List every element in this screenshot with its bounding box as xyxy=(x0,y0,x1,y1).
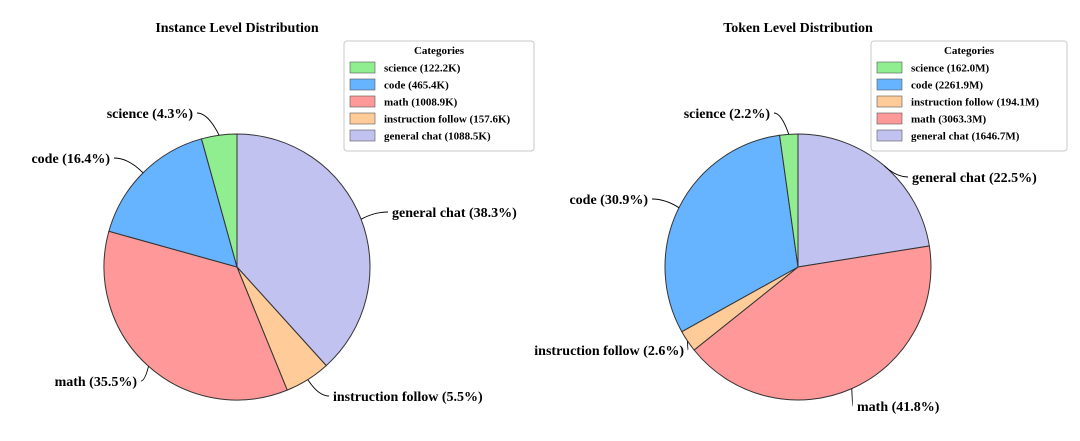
pie-slice-science xyxy=(200,133,238,268)
legend-entry-label: code (465.4K) xyxy=(384,80,449,92)
slice-label-math: math (35.5%) xyxy=(55,375,138,390)
leader-line xyxy=(360,211,389,220)
leader-line xyxy=(140,366,149,382)
leader-line xyxy=(196,112,220,136)
legend-entry-label: general chat (1646.7M) xyxy=(911,131,1020,143)
legend-swatch xyxy=(349,112,376,125)
slice-label-science: science (4.3%) xyxy=(107,107,194,122)
legend: Categories science (162.0M) code (2261.9M)… xyxy=(870,40,1068,152)
legend-swatch xyxy=(876,61,903,74)
legend: Categories science (122.2K) code (465.4K) m… xyxy=(343,40,535,152)
leader-line xyxy=(883,165,909,178)
token-level-pie-chart: Token Level Distribution general chat (2… xyxy=(534,21,1068,415)
leader-line xyxy=(851,388,854,407)
legend-title: Categories xyxy=(944,45,995,57)
slice-label-code: code (30.9%) xyxy=(569,193,648,208)
legend-entry-label: science (122.2K) xyxy=(384,63,461,75)
slice-label-math: math (41.8%) xyxy=(857,400,940,415)
slice-label-code: code (16.4%) xyxy=(31,152,110,167)
legend-box xyxy=(343,40,535,152)
legend-entry-label: math (1008.9K) xyxy=(384,97,458,109)
legend-entry-label: instruction follow (194.1M) xyxy=(911,97,1039,109)
slice-label-general-chat: general chat (22.5%) xyxy=(912,171,1037,186)
pie-slice-code xyxy=(108,138,238,268)
leader-line xyxy=(773,112,790,135)
legend-swatch xyxy=(876,95,903,108)
chart-title: Token Level Distribution xyxy=(723,21,873,36)
legend-box xyxy=(870,40,1068,152)
legend-swatch xyxy=(876,112,903,125)
slice-label-instruction-follow: instruction follow (5.5%) xyxy=(333,390,483,405)
leader-line xyxy=(651,198,680,209)
instance-level-pie-chart: Instance Level Distribution general chat… xyxy=(31,21,535,405)
legend-swatch xyxy=(349,95,376,108)
legend-swatch xyxy=(876,129,903,142)
pie-slice-math xyxy=(693,245,932,401)
legend-swatch xyxy=(876,78,903,91)
legend-entry-label: code (2261.9M) xyxy=(911,80,983,92)
legend-entry-label: general chat (1088.5K) xyxy=(384,131,491,143)
legend-swatch xyxy=(349,61,376,74)
legend-swatch xyxy=(349,129,376,142)
legend-entry-label: instruction follow (157.6K) xyxy=(384,114,511,126)
pie-slice-math xyxy=(103,230,288,401)
legend-title: Categories xyxy=(414,45,465,57)
legend-swatch xyxy=(349,78,376,91)
legend-entry-label: math (3063.3M) xyxy=(911,114,986,126)
slice-label-science: science (2.2%) xyxy=(684,107,771,122)
leader-line xyxy=(113,157,144,174)
slice-label-instruction-follow: instruction follow (2.6%) xyxy=(534,344,684,359)
pie-slice-code xyxy=(664,134,799,333)
leader-line xyxy=(307,379,330,397)
chart-title: Instance Level Distribution xyxy=(155,21,319,36)
pie-slice-general-chat xyxy=(797,133,930,268)
slice-label-general-chat: general chat (38.3%) xyxy=(392,206,517,221)
legend-entry-label: science (162.0M) xyxy=(911,63,990,75)
pie-slice-science xyxy=(779,133,799,268)
